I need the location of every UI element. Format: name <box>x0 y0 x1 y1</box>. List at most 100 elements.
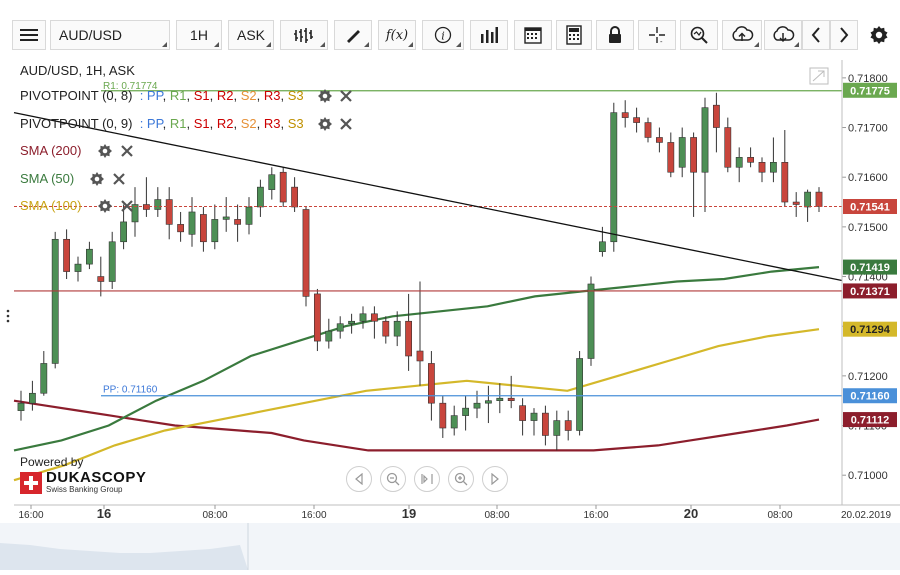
next-icon <box>840 27 849 43</box>
next-button[interactable] <box>830 20 858 50</box>
candle-body <box>325 330 333 342</box>
reset-view-button[interactable] <box>414 466 440 492</box>
candle-body <box>690 137 697 173</box>
candle-body <box>747 157 754 163</box>
candle <box>758 157 766 183</box>
indicator-name: PIVOTPOINT (0, 9) <box>20 116 133 131</box>
y-tick-label: 0.71500 <box>848 222 888 234</box>
candle <box>496 383 504 414</box>
side-label: ASK <box>236 27 265 43</box>
indicator-row-sma100[interactable]: SMA (100) <box>20 197 81 215</box>
price-tag-bg <box>843 412 897 428</box>
price-tag: 0.71775 <box>843 82 897 98</box>
bar-type-button[interactable] <box>280 20 328 50</box>
candle <box>655 127 663 153</box>
candle-body <box>621 112 629 118</box>
function-button[interactable]: f(x) <box>378 20 416 50</box>
calculator-icon <box>566 25 582 45</box>
indicator-row-pivot-8[interactable]: PIVOTPOINT (0, 8) : PP, R1, S1, R2, S2, … <box>20 87 304 105</box>
upload-button[interactable] <box>722 20 762 50</box>
candle <box>690 132 697 217</box>
download-icon <box>773 26 795 43</box>
candle-body <box>667 142 675 173</box>
candle-body <box>564 420 572 431</box>
prev-icon <box>811 27 820 43</box>
prev-button[interactable] <box>802 20 830 50</box>
price-tag: 0.71112 <box>843 412 897 428</box>
candle <box>747 147 754 168</box>
candle-body <box>530 412 538 421</box>
candle <box>439 395 447 438</box>
overview-navigator[interactable] <box>0 523 900 570</box>
symbol-selector[interactable]: AUD/USD <box>50 20 170 50</box>
x-tick-label: 16 <box>97 506 111 521</box>
candle-body <box>108 241 116 282</box>
x-tick-label: 08:00 <box>767 510 792 521</box>
candle-body <box>416 350 424 362</box>
indicator-row-pivot-9[interactable]: PIVOTPOINT (0, 9) : PP, R1, S1, R2, S2, … <box>20 115 304 133</box>
upload-icon <box>732 26 754 41</box>
crosshair-button[interactable]: - <box>638 20 676 50</box>
candle <box>678 127 686 178</box>
candle <box>450 405 458 436</box>
zoom-out-button[interactable] <box>380 466 406 492</box>
download-button[interactable] <box>764 20 802 50</box>
triangle-right-icon <box>491 473 499 485</box>
menu-button[interactable] <box>12 20 46 50</box>
info-icon: i <box>434 26 452 44</box>
indicator-name: SMA (100) <box>20 198 82 213</box>
x-tick-label: 16:00 <box>583 510 608 521</box>
drag-handle[interactable] <box>6 309 10 323</box>
toolbar: AUD/USD 1H ASK f(x) i - <box>0 0 900 60</box>
candle-body <box>86 248 93 265</box>
candle-body <box>576 358 583 431</box>
scroll-left-button[interactable] <box>346 466 372 492</box>
candle <box>302 207 310 307</box>
candle-body <box>268 174 276 190</box>
powered-by-label: Powered by <box>20 455 84 469</box>
info-button[interactable]: i <box>422 20 464 50</box>
candle <box>86 241 93 270</box>
indicator-name: SMA (50) <box>20 171 75 186</box>
fullscreen-icon[interactable] <box>809 67 829 85</box>
branding: Powered by DUKASCOPY Swiss Banking Group <box>20 455 146 495</box>
scroll-right-button[interactable] <box>482 466 508 492</box>
candle <box>63 229 70 280</box>
r1-label: R1: 0.71774 <box>103 81 158 92</box>
candle-body <box>211 219 219 243</box>
volume-button[interactable] <box>470 20 508 50</box>
candle <box>370 306 378 339</box>
candle <box>222 197 230 232</box>
zoom-in-button[interactable] <box>448 466 474 492</box>
candle <box>120 204 127 250</box>
indicator-row-sma200[interactable]: SMA (200) <box>20 142 81 160</box>
triangle-left-icon <box>355 473 363 485</box>
side-selector[interactable]: ASK <box>228 20 274 50</box>
price-tag-bg <box>843 199 897 215</box>
symbol-label: AUD/USD <box>59 27 123 43</box>
price-tag-label: 0.71371 <box>850 286 890 298</box>
candle-body <box>370 313 378 322</box>
candle <box>781 130 789 207</box>
lock-button[interactable] <box>596 20 634 50</box>
candle <box>587 276 595 366</box>
candle <box>564 410 572 441</box>
candle <box>154 187 162 217</box>
calendar-button[interactable] <box>514 20 552 50</box>
candle-body <box>348 320 355 325</box>
zoom-button[interactable] <box>680 20 718 50</box>
candle-body <box>804 191 811 208</box>
price-tag: 0.71419 <box>843 259 897 275</box>
indicator-row-sma50[interactable]: SMA (50) <box>20 170 74 188</box>
price-tag-label: 0.71294 <box>850 324 891 336</box>
timeframe-selector[interactable]: 1H <box>176 20 222 50</box>
chart-title-text: AUD/USD, 1H, ASK <box>20 63 135 78</box>
candle <box>382 316 390 344</box>
calculator-button[interactable] <box>556 20 592 50</box>
candle-body <box>302 209 310 297</box>
draw-button[interactable] <box>334 20 372 50</box>
candle <box>735 147 743 183</box>
settings-button[interactable] <box>864 20 894 50</box>
candle-body <box>553 420 561 436</box>
